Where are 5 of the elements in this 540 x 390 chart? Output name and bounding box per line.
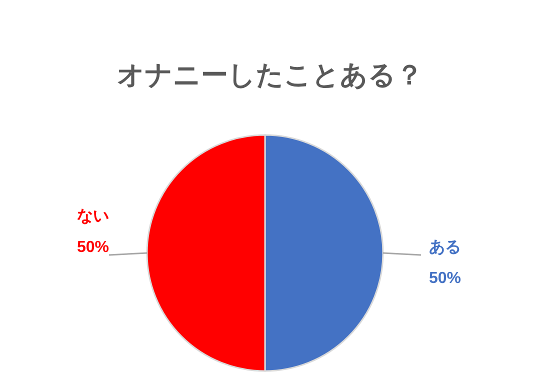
data-label: 50% xyxy=(77,239,110,256)
chart-title: オナニーしたことある？ xyxy=(117,60,423,90)
slice-label: ない xyxy=(77,208,109,225)
slice-label: ある xyxy=(429,239,461,256)
data-label: 50% xyxy=(429,270,462,287)
